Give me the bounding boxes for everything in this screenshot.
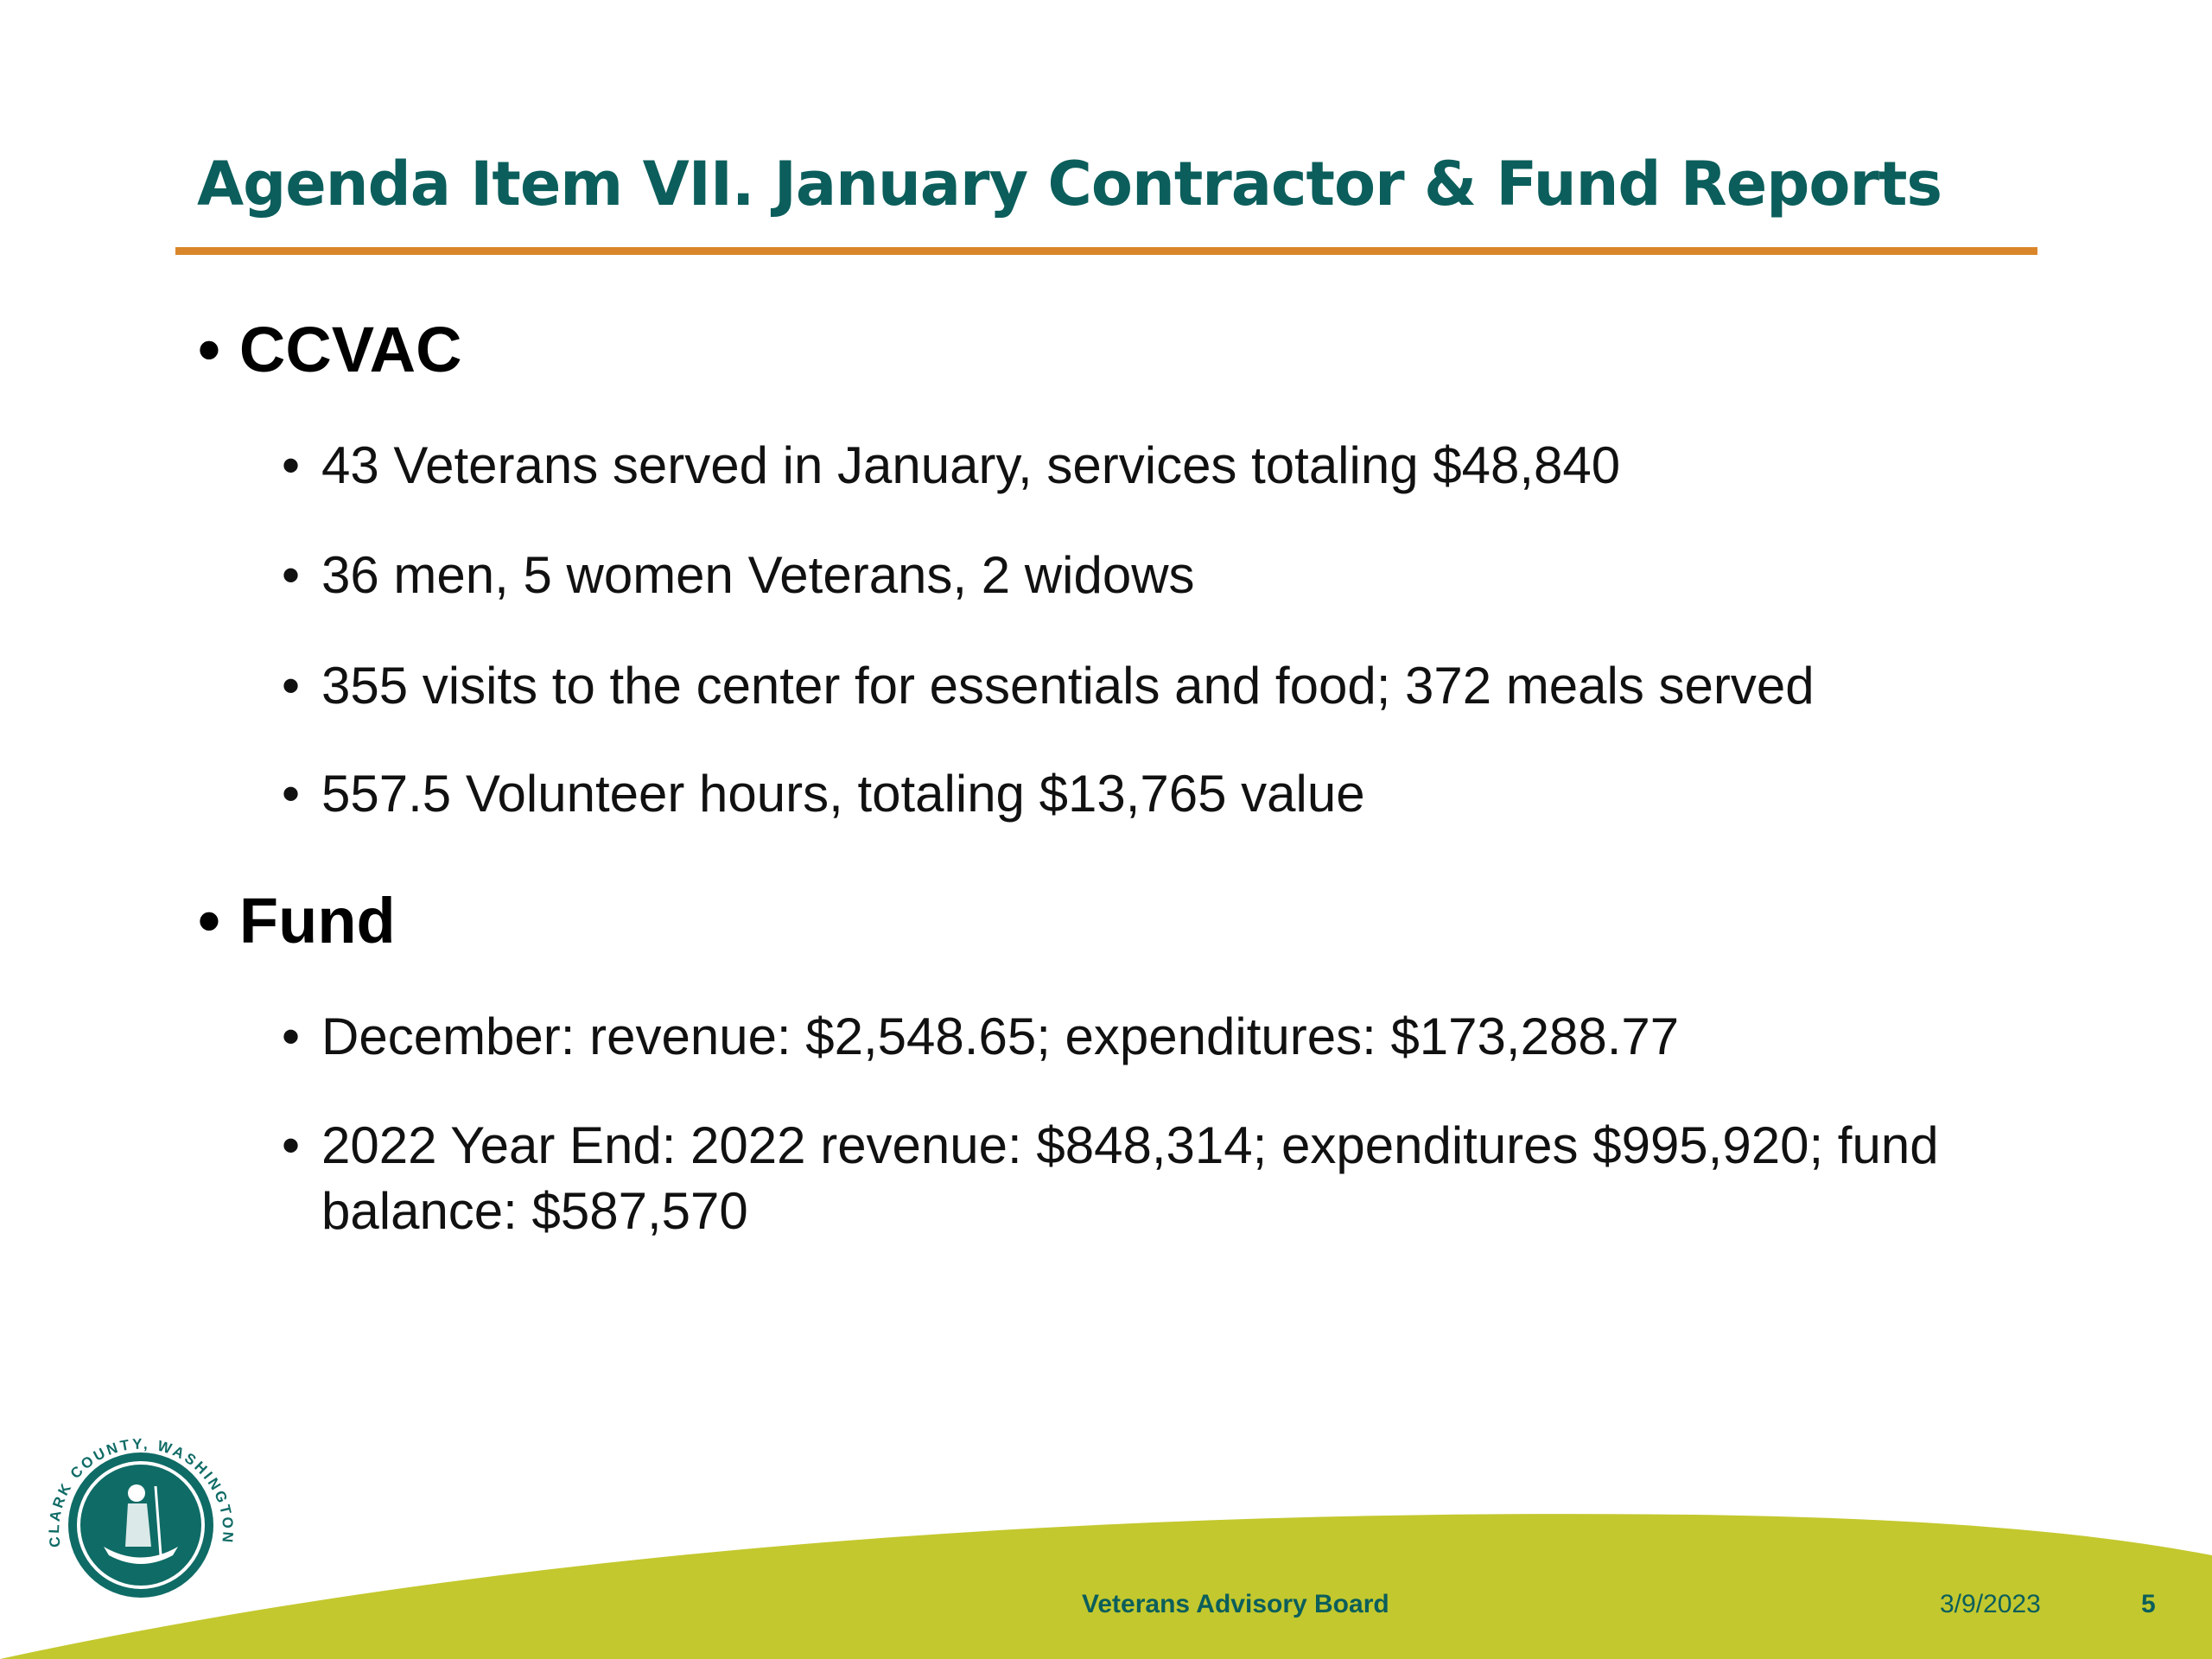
slide-title: Agenda Item VII. January Contractor & Fu… [197,149,1942,219]
list-item: • 43 Veterans served in January, services… [282,433,2062,499]
section-heading-fund: • Fund [198,884,396,957]
bullet: • [282,436,301,494]
bullet: • [282,1116,301,1174]
heading-text: CCVAC [238,314,462,385]
item-text: 557.5 Volunteer hours, totaling $13,765 … [321,765,1365,823]
title-divider [175,247,2037,255]
item-text: 43 Veterans served in January, services … [321,436,1621,494]
bullet: • [282,1007,301,1065]
list-item: • 355 visits to the center for essentials… [282,653,2062,719]
list-item: • December: revenue: $2,548.65; expenditu… [282,1004,2062,1070]
list-item: • 557.5 Volunteer hours, totaling $13,765… [282,761,2062,827]
bullet: • [198,885,220,957]
section-heading-ccvac: • CCVAC [198,313,462,386]
page-number: 5 [2141,1590,2156,1618]
item-text: 355 visits to the center for essentials … [321,657,1815,715]
heading-text: Fund [238,885,396,957]
bullet: • [282,657,301,715]
bullet: • [282,546,301,604]
item-text: 2022 Year End: 2022 revenue: $848,314; e… [321,1116,1939,1240]
list-item: • 2022 Year End: 2022 revenue: $848,314; … [282,1113,2062,1240]
clark-county-logo: CLARK COUNTY, WASHINGTON [46,1436,234,1598]
bullet: • [282,765,301,823]
list-item: • 36 men, 5 women Veterans, 2 widows [282,543,2062,608]
footer-org: Veterans Advisory Board [1082,1590,1389,1618]
footer-date: 3/9/2023 [1940,1590,2041,1618]
item-text: 36 men, 5 women Veterans, 2 widows [321,546,1195,604]
item-text: December: revenue: $2,548.65; expenditur… [321,1007,1680,1065]
bullet: • [198,314,220,385]
